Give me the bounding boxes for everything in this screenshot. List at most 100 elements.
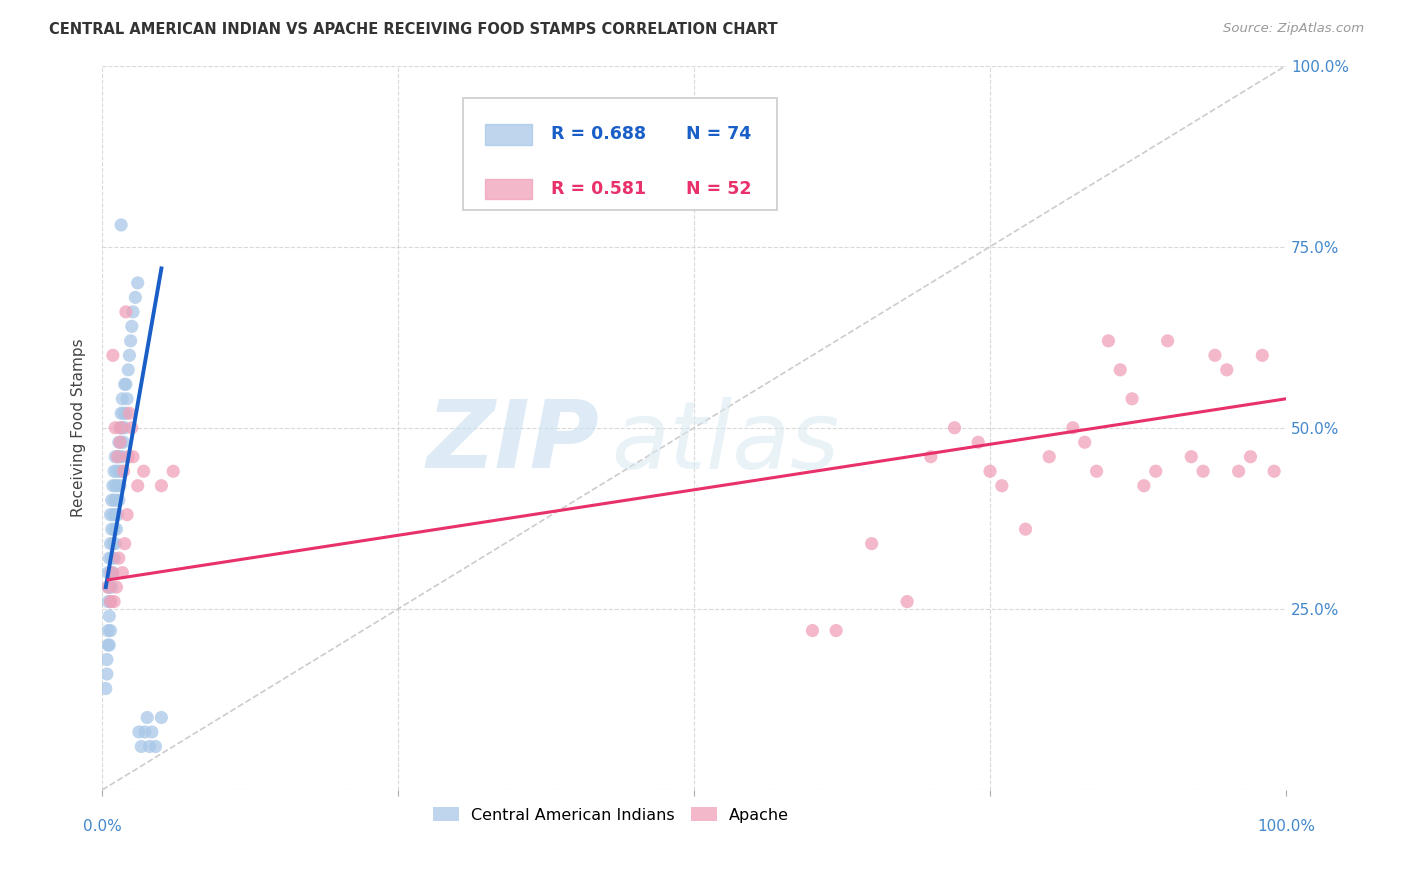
Point (105, 493, 128, 508)
Point (110, 406, 132, 420)
Point (104, 479, 127, 493)
Point (100, 594, 122, 608)
Point (150, 479, 173, 493)
Text: N = 74: N = 74 (686, 126, 751, 144)
Point (107, 479, 129, 493)
Point (1073, 435, 1095, 450)
Point (100, 536, 122, 550)
Point (1014, 522, 1036, 536)
Point (104, 450, 127, 464)
Text: N = 52: N = 52 (686, 179, 751, 198)
Point (1121, 392, 1143, 406)
Point (121, 319, 143, 334)
Point (100, 522, 122, 536)
Point (127, 479, 149, 493)
Point (943, 421, 966, 435)
Point (96, 667, 118, 681)
Text: Source: ZipAtlas.com: Source: ZipAtlas.com (1223, 22, 1364, 36)
Point (100, 551, 122, 566)
Point (801, 624, 824, 638)
Point (100, 566, 122, 580)
Point (105, 464, 128, 478)
Point (103, 522, 125, 536)
Point (107, 450, 129, 464)
Point (97, 594, 120, 608)
Point (1097, 334, 1119, 348)
Point (103, 551, 125, 566)
Point (107, 551, 129, 566)
Point (112, 464, 135, 478)
Point (1180, 450, 1202, 464)
Point (105, 522, 128, 536)
Point (122, 305, 145, 319)
Y-axis label: Receiving Food Stamps: Receiving Food Stamps (72, 338, 86, 517)
Point (1263, 464, 1285, 478)
Point (103, 464, 125, 478)
Point (110, 464, 132, 478)
Point (115, 406, 138, 420)
Point (1192, 464, 1215, 478)
Point (107, 435, 129, 450)
Text: R = 0.581: R = 0.581 (551, 179, 645, 198)
Text: ZIP: ZIP (426, 396, 599, 488)
Point (128, 725, 150, 739)
Point (100, 594, 122, 608)
Point (122, 450, 145, 464)
Point (108, 435, 131, 450)
Point (104, 536, 127, 550)
Point (112, 406, 135, 420)
Point (97, 580, 120, 594)
Point (104, 421, 127, 435)
Point (94, 681, 117, 696)
Text: CENTRAL AMERICAN INDIAN VS APACHE RECEIVING FOOD STAMPS CORRELATION CHART: CENTRAL AMERICAN INDIAN VS APACHE RECEIV… (49, 22, 778, 37)
Point (1109, 363, 1132, 377)
Point (1144, 464, 1167, 478)
Point (920, 450, 942, 464)
Point (967, 435, 990, 450)
Point (97, 638, 120, 652)
Point (114, 421, 136, 435)
Point (991, 479, 1014, 493)
Point (1227, 464, 1250, 478)
Point (141, 725, 163, 739)
Text: R = 0.688: R = 0.688 (551, 126, 645, 144)
Point (1251, 348, 1274, 362)
Point (121, 421, 143, 435)
Point (101, 508, 124, 522)
Point (98, 580, 121, 594)
Text: 0.0%: 0.0% (83, 819, 121, 834)
Point (145, 739, 167, 754)
Point (100, 493, 122, 508)
Point (1216, 363, 1239, 377)
Point (98, 609, 121, 624)
Point (115, 392, 138, 406)
Point (118, 406, 141, 420)
Text: 100.0%: 100.0% (1257, 819, 1315, 834)
Point (115, 305, 138, 319)
Point (1239, 450, 1261, 464)
Point (101, 566, 124, 580)
Point (114, 377, 136, 392)
Point (1062, 421, 1084, 435)
Point (101, 479, 124, 493)
Point (107, 464, 129, 478)
Point (103, 594, 125, 608)
Point (107, 493, 129, 508)
Point (1133, 479, 1156, 493)
Point (98, 638, 121, 652)
Text: atlas: atlas (612, 397, 839, 488)
Point (107, 508, 129, 522)
Point (100, 624, 122, 638)
Point (162, 464, 184, 478)
Point (115, 508, 138, 522)
Point (110, 421, 132, 435)
Point (111, 392, 134, 406)
Point (115, 377, 138, 392)
Point (1085, 464, 1108, 478)
Point (105, 580, 128, 594)
Point (129, 739, 152, 754)
Point (110, 435, 132, 450)
Point (117, 363, 139, 377)
Point (124, 290, 146, 304)
Point (127, 276, 149, 290)
